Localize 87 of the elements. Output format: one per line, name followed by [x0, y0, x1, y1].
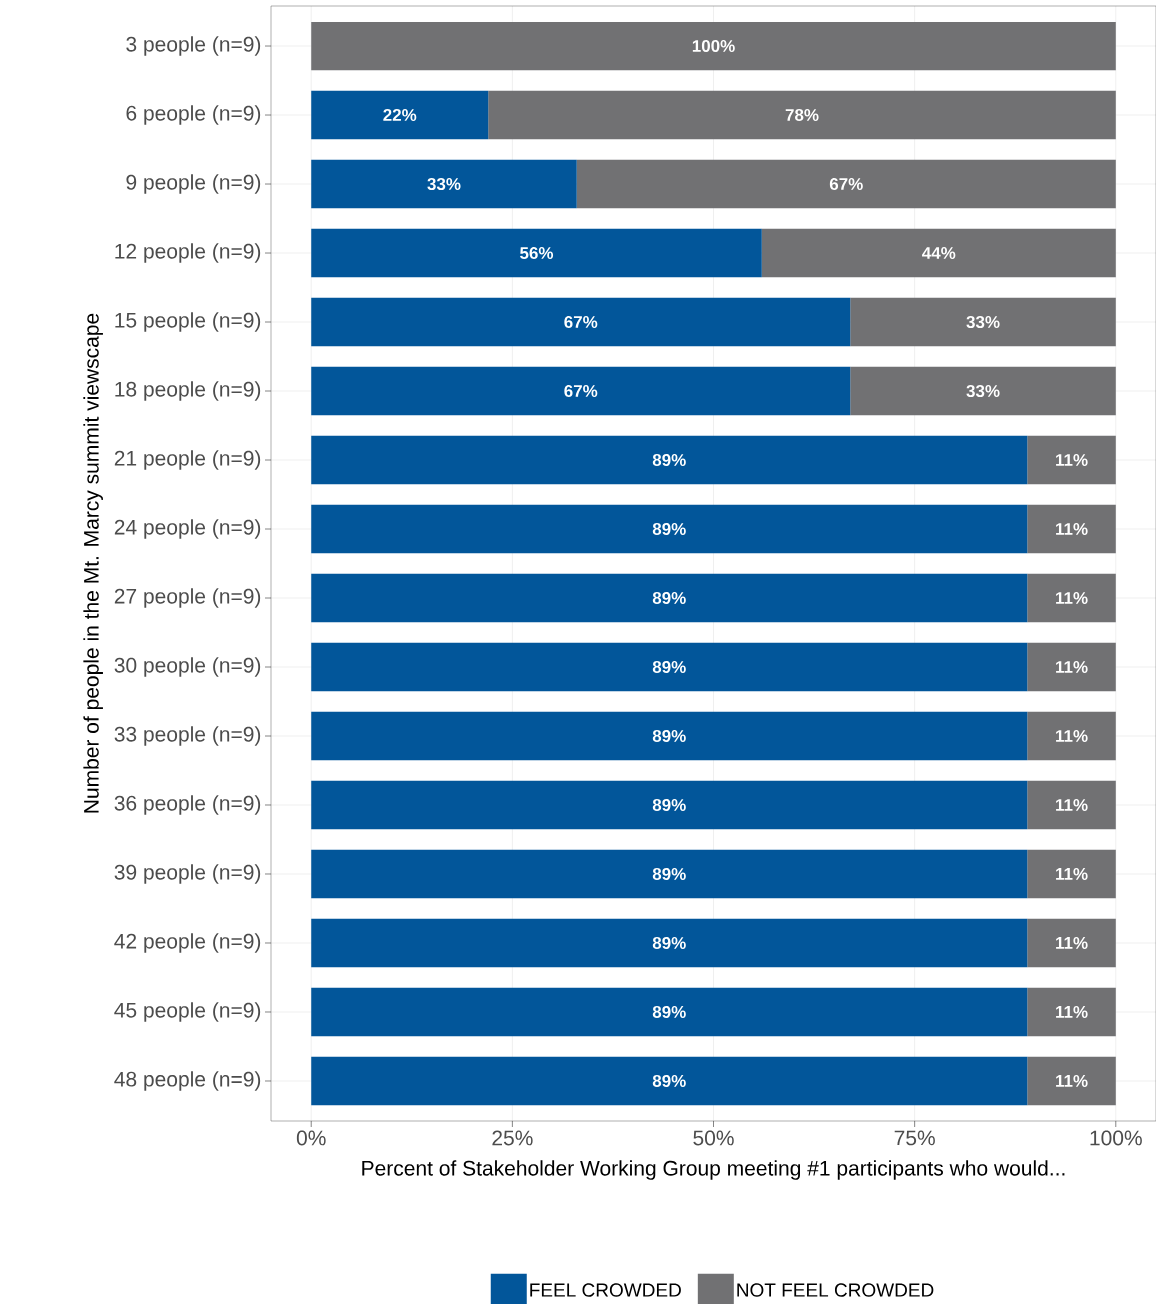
bar — [311, 711, 1028, 761]
bar — [850, 366, 1116, 416]
bar — [311, 1056, 1028, 1106]
data-label: 11% — [1056, 592, 1088, 604]
x-tick-label: 0% — [296, 1130, 326, 1146]
data-label: 89% — [652, 591, 686, 605]
x-tick-label: 25% — [492, 1130, 533, 1146]
bar — [1027, 435, 1116, 485]
y-tick-label: 36 people (n=9) — [114, 795, 261, 815]
bar — [311, 159, 577, 209]
bar — [311, 642, 1028, 692]
legend-label: FEEL CROWDED — [530, 1283, 681, 1297]
data-label: 89% — [652, 1074, 686, 1087]
bar — [311, 435, 1028, 485]
data-label: 11% — [1056, 523, 1088, 535]
data-label: 78% — [785, 108, 819, 122]
y-tick-label: 12 people (n=9) — [115, 243, 261, 263]
y-tick-label: 30 people (n=9) — [114, 657, 261, 677]
data-label: 33% — [966, 315, 1000, 329]
data-label: 11% — [1056, 868, 1088, 880]
y-tick-label: 42 people (n=9) — [114, 933, 261, 953]
bar — [311, 504, 1028, 554]
y-tick-label: 39 people (n=9) — [114, 864, 261, 884]
bar — [311, 228, 762, 278]
y-tick-label: 3 people (n=9) — [126, 36, 261, 56]
x-tick-label: 75% — [894, 1130, 935, 1146]
y-tick-label: 33 people (n=9) — [114, 726, 261, 746]
data-label: 11% — [1056, 1074, 1088, 1087]
data-label: 89% — [652, 867, 686, 880]
x-axis-title: Percent of Stakeholder Working Group meeting #1 participants who would... — [362, 1160, 1065, 1180]
data-label: 11% — [1056, 1005, 1088, 1018]
data-label: 56% — [520, 246, 554, 260]
bar — [311, 849, 1028, 899]
bar — [850, 297, 1116, 347]
bar — [1027, 987, 1116, 1037]
data-label: 11% — [1056, 799, 1088, 811]
data-label: 11% — [1056, 661, 1088, 673]
bar — [1027, 573, 1116, 623]
bar — [311, 21, 1116, 71]
bar — [1027, 642, 1116, 692]
data-label: 89% — [652, 729, 686, 743]
y-tick-label: 21 people (n=9) — [114, 450, 261, 470]
data-label: 67% — [564, 315, 598, 329]
y-tick-label: 48 people (n=9) — [114, 1071, 261, 1091]
y-axis-title: Number of people in the Mt. Marcy summit viewscape — [83, 313, 103, 813]
bar — [1027, 711, 1116, 761]
y-tick-label: 24 people (n=9) — [114, 519, 261, 539]
data-label: 44% — [922, 247, 956, 259]
data-label: 33% — [427, 177, 461, 191]
data-label: 11% — [1056, 454, 1088, 466]
data-label: 22% — [383, 109, 417, 122]
y-tick-label: 15 people (n=9) — [115, 312, 261, 332]
data-label: 33% — [966, 384, 1000, 398]
bar — [311, 918, 1028, 968]
bar — [311, 987, 1028, 1037]
data-label: 89% — [652, 522, 686, 536]
bar — [1027, 1056, 1116, 1106]
x-tick-label: 100% — [1090, 1130, 1142, 1146]
bar — [311, 366, 851, 416]
bar — [1027, 504, 1116, 554]
y-tick-label: 27 people (n=9) — [114, 588, 261, 608]
y-tick-label: 18 people (n=9) — [115, 381, 261, 401]
data-label: 89% — [652, 660, 686, 674]
bar — [311, 90, 489, 140]
x-tick-label: 50% — [693, 1130, 734, 1146]
data-label: 100% — [692, 39, 735, 53]
data-label: 11% — [1056, 937, 1088, 949]
data-label: 89% — [652, 936, 686, 949]
data-label: 67% — [829, 177, 863, 191]
data-label: 89% — [652, 798, 686, 812]
bar — [761, 228, 1116, 278]
data-label: 89% — [652, 453, 686, 467]
bar — [1027, 918, 1116, 968]
bar — [1027, 849, 1116, 899]
y-tick-label: 45 people (n=9) — [114, 1002, 261, 1022]
y-tick-label: 6 people (n=9) — [126, 105, 261, 125]
y-tick-label: 9 people (n=9) — [126, 174, 261, 194]
data-label: 11% — [1056, 730, 1088, 742]
bar — [1027, 780, 1116, 830]
bar — [311, 780, 1028, 830]
data-label: 67% — [564, 384, 598, 398]
bar — [311, 297, 851, 347]
legend-label: NOT FEEL CROWDED — [737, 1283, 934, 1297]
data-label: 89% — [652, 1005, 686, 1018]
bar — [488, 90, 1116, 140]
bar — [311, 573, 1028, 623]
bar — [576, 159, 1116, 209]
